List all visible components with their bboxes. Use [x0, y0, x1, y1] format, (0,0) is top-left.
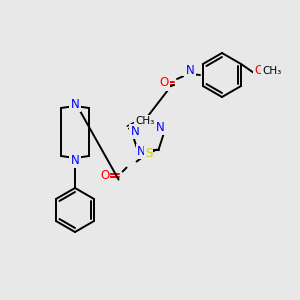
Text: N: N [186, 64, 194, 77]
Text: N: N [70, 154, 80, 166]
Text: N: N [137, 145, 146, 158]
Text: N: N [130, 125, 139, 138]
Text: O: O [159, 76, 169, 89]
Text: N: N [70, 98, 80, 110]
Text: S: S [145, 147, 152, 160]
Text: CH₃: CH₃ [262, 66, 282, 76]
Text: H: H [183, 67, 189, 76]
Text: O: O [254, 64, 264, 77]
Text: N: N [156, 121, 164, 134]
Text: O: O [100, 169, 109, 182]
Text: CH₃: CH₃ [136, 116, 155, 126]
